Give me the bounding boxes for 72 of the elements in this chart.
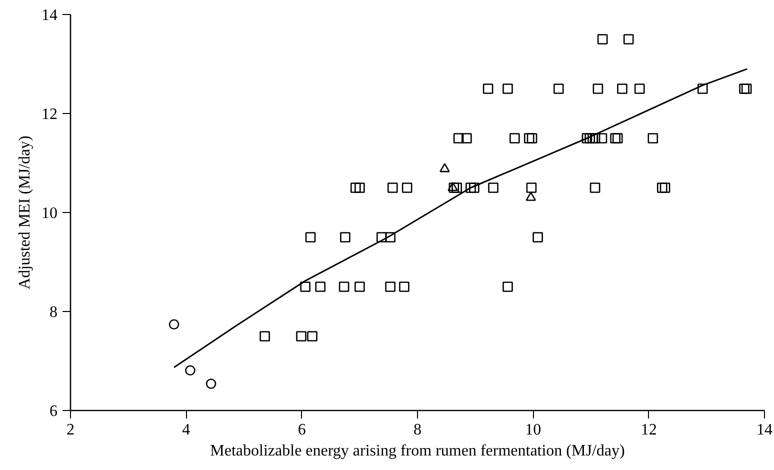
point bbox=[532, 232, 543, 242]
point bbox=[469, 182, 480, 193]
point bbox=[168, 319, 180, 330]
point bbox=[592, 84, 604, 94]
point bbox=[526, 182, 537, 193]
point bbox=[741, 84, 752, 94]
point bbox=[340, 232, 350, 242]
x-tick-label: 12 bbox=[640, 422, 657, 438]
point bbox=[376, 232, 387, 242]
point bbox=[300, 282, 310, 292]
y-tick-label: 12 bbox=[42, 106, 58, 123]
point bbox=[296, 331, 306, 342]
point bbox=[185, 365, 196, 376]
x-tick-label: 10 bbox=[525, 422, 542, 438]
point bbox=[610, 133, 620, 144]
x-tick-label: 14 bbox=[756, 422, 772, 438]
point bbox=[590, 182, 600, 193]
point bbox=[510, 133, 520, 144]
point bbox=[502, 84, 513, 94]
point bbox=[524, 133, 534, 144]
point bbox=[206, 378, 216, 389]
point bbox=[656, 182, 668, 193]
point bbox=[502, 282, 513, 292]
point bbox=[315, 282, 326, 292]
point bbox=[597, 34, 608, 44]
point bbox=[307, 331, 318, 342]
point bbox=[634, 84, 645, 94]
point bbox=[399, 282, 410, 292]
point bbox=[402, 182, 412, 193]
y-tick-label: 6 bbox=[50, 403, 58, 420]
x-tick-label: 2 bbox=[66, 422, 74, 438]
point bbox=[623, 34, 634, 44]
point bbox=[260, 331, 270, 342]
point bbox=[739, 84, 750, 94]
point bbox=[590, 133, 600, 144]
point bbox=[448, 182, 458, 191]
point bbox=[305, 232, 316, 242]
x-tick-label: 6 bbox=[298, 422, 306, 438]
point bbox=[452, 182, 462, 193]
point bbox=[617, 84, 628, 94]
x-axis-title: Metabolizable energy arising from rumen fermentation (MJ/day) bbox=[210, 442, 625, 460]
point bbox=[482, 84, 494, 94]
point bbox=[385, 282, 396, 292]
point bbox=[453, 133, 464, 144]
point bbox=[526, 133, 538, 144]
point bbox=[387, 182, 398, 193]
point bbox=[553, 84, 564, 94]
point bbox=[354, 182, 365, 193]
point bbox=[660, 182, 670, 193]
point bbox=[697, 84, 708, 94]
point bbox=[385, 232, 396, 242]
y-axis-title: Adjusted MEI (MJ/day) bbox=[16, 136, 34, 290]
point bbox=[612, 133, 623, 144]
point bbox=[584, 133, 595, 144]
point bbox=[448, 182, 460, 193]
point bbox=[648, 133, 658, 144]
point bbox=[350, 182, 361, 193]
line-series bbox=[173, 68, 748, 368]
x-tick-label: 4 bbox=[182, 422, 190, 438]
y-tick-label: 10 bbox=[42, 205, 58, 222]
y-tick-label: 8 bbox=[50, 304, 58, 321]
point bbox=[582, 133, 592, 144]
point bbox=[596, 133, 608, 144]
point bbox=[338, 282, 350, 292]
point bbox=[526, 192, 536, 201]
point bbox=[488, 182, 498, 193]
point bbox=[462, 133, 472, 144]
point bbox=[466, 182, 476, 193]
point bbox=[354, 282, 365, 292]
x-tick-label: 8 bbox=[414, 422, 422, 438]
y-tick-label: 14 bbox=[42, 7, 58, 24]
point bbox=[440, 163, 450, 172]
